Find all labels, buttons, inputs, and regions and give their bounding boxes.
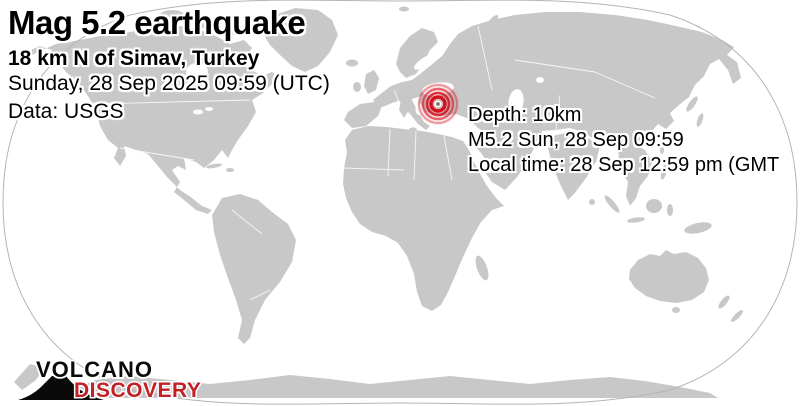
country-borders (97, 25, 656, 301)
logo-volcano-text: VOLCANO (36, 357, 153, 382)
quake-magnitude-time: M5.2 Sun, 28 Sep 09:59 (468, 129, 684, 151)
quake-datetime-utc: Sunday, 28 Sep 2025 09:59 (UTC) (8, 72, 330, 95)
quake-details: Depth: 10km M5.2 Sun, 28 Sep 09:59 Local… (468, 103, 779, 178)
earthquake-epicenter-marker (417, 83, 459, 125)
page-title: Mag 5.2 earthquake (8, 4, 306, 41)
quake-location: 18 km N of Simav, Turkey (8, 47, 260, 70)
data-source: Data: USGS (8, 100, 124, 123)
volcano-icon (16, 374, 106, 402)
volcano-discovery-logo[interactable]: VOLCANO DISCOVERY (16, 350, 216, 404)
quake-depth: Depth: 10km (468, 104, 582, 126)
logo-discovery-text: DISCOVERY (74, 379, 201, 402)
quake-local-time: Local time: 28 Sep 12:59 pm (GMT (468, 154, 780, 176)
